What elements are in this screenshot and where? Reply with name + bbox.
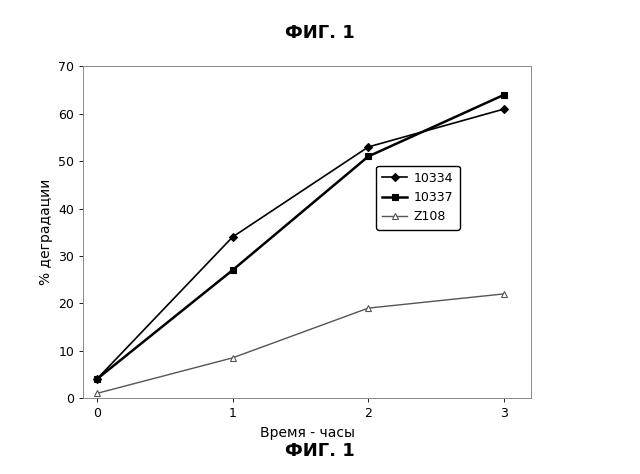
Line: 10334: 10334: [94, 106, 507, 382]
Text: ФИГ. 1: ФИГ. 1: [285, 24, 355, 42]
10337: [500, 92, 508, 98]
X-axis label: Время - часы: Время - часы: [260, 426, 355, 440]
Z108: [500, 291, 508, 297]
10337: [228, 267, 236, 273]
Text: ФИГ. 1: ФИГ. 1: [285, 442, 355, 460]
Legend: 10334, 10337, Z108: 10334, 10337, Z108: [376, 165, 460, 229]
Y-axis label: % деградации: % деградации: [38, 179, 52, 285]
10334: [500, 106, 508, 112]
10337: [364, 154, 372, 159]
Line: Z108: Z108: [93, 291, 508, 397]
10334: [93, 376, 100, 382]
Z108: [93, 391, 100, 396]
Z108: [228, 355, 236, 361]
10334: [364, 144, 372, 150]
Line: 10337: 10337: [93, 91, 508, 383]
10337: [93, 376, 100, 382]
Z108: [364, 305, 372, 311]
10334: [228, 234, 236, 240]
